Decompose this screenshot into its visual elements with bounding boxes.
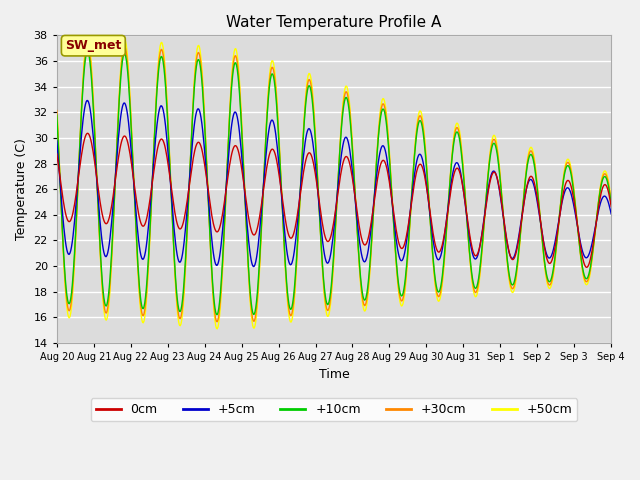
X-axis label: Time: Time	[319, 368, 349, 381]
Text: SW_met: SW_met	[65, 39, 122, 52]
Y-axis label: Temperature (C): Temperature (C)	[15, 138, 28, 240]
Legend: 0cm, +5cm, +10cm, +30cm, +50cm: 0cm, +5cm, +10cm, +30cm, +50cm	[91, 398, 577, 421]
Title: Water Temperature Profile A: Water Temperature Profile A	[227, 15, 442, 30]
